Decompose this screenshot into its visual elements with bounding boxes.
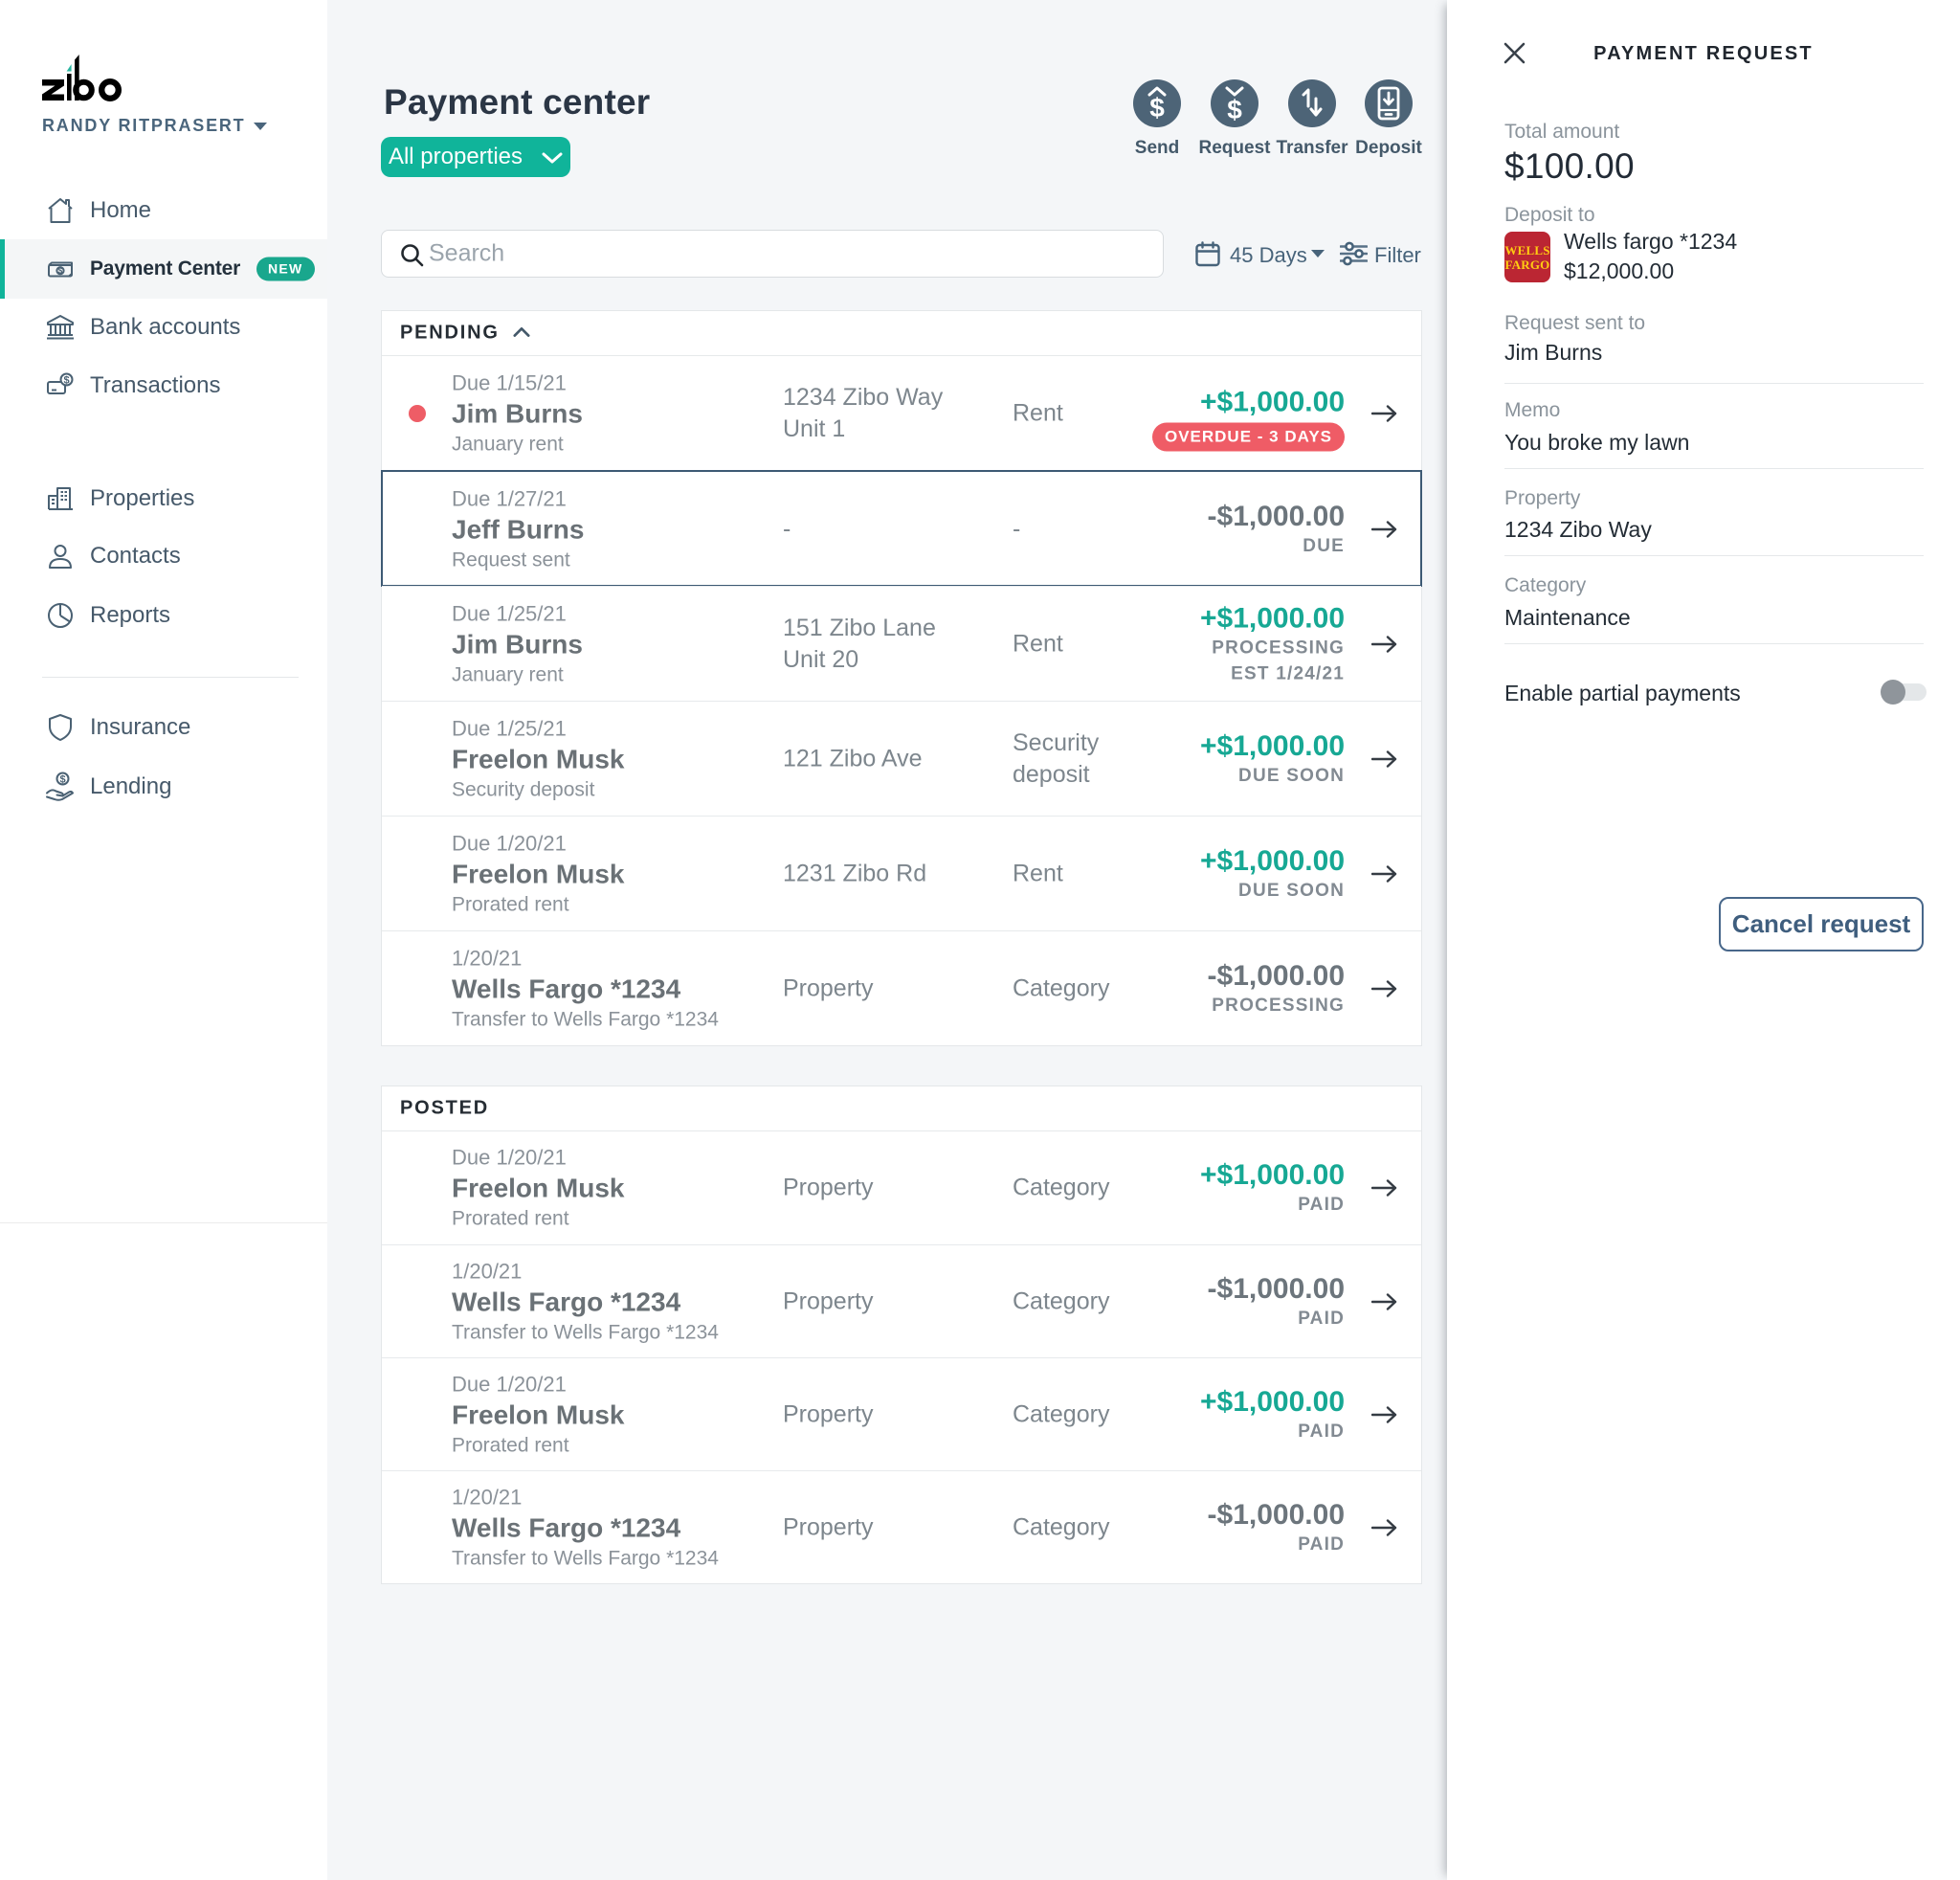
svg-text:$: $ xyxy=(1227,95,1242,124)
svg-text:$: $ xyxy=(59,774,65,786)
svg-text:$: $ xyxy=(63,375,69,387)
svg-text:$: $ xyxy=(58,267,63,276)
svg-text:$: $ xyxy=(1149,93,1165,123)
